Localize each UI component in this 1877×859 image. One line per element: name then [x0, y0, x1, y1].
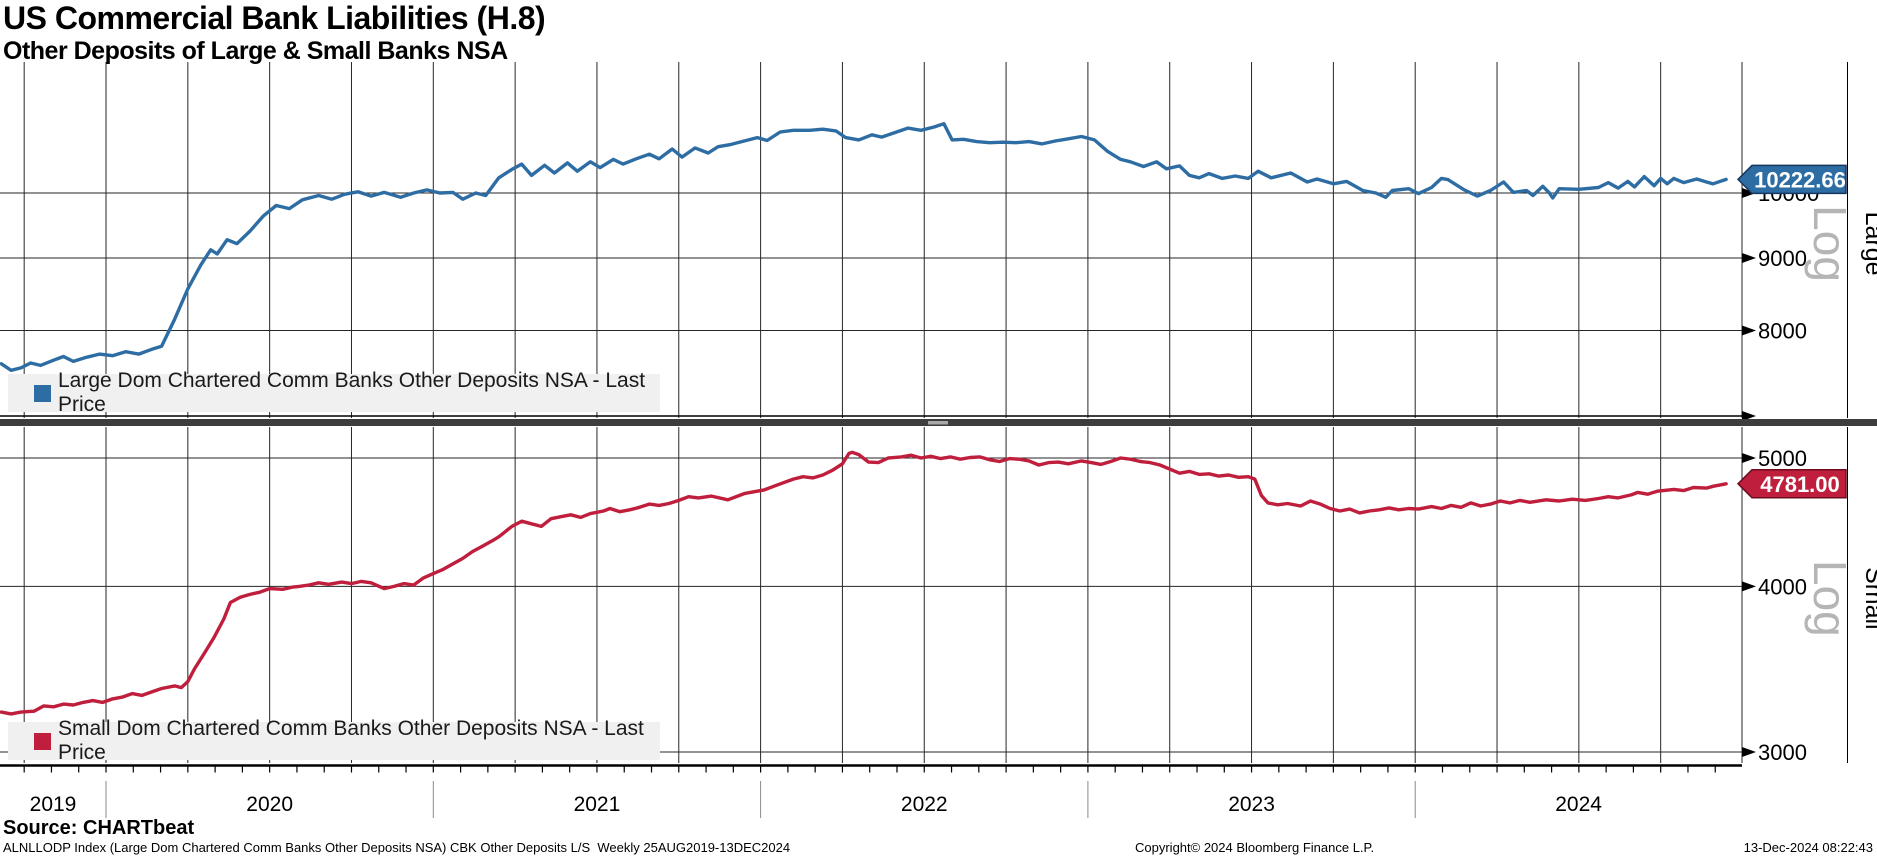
last-price-badge-large	[1736, 164, 1847, 195]
legend-color-swatch-large	[34, 384, 51, 402]
series-line-small	[0, 450, 1728, 716]
source-label: Source: CHARTbeat	[3, 817, 195, 839]
panel-side-label: Large	[1860, 212, 1877, 276]
x-year-label: 2020	[246, 793, 293, 816]
footer-row: ALNLLODP Index (Large Dom Chartered Comm…	[0, 840, 1877, 856]
y-tick-label: 5000	[1758, 446, 1807, 471]
y-tick-arrow-icon	[1742, 581, 1756, 592]
legend-color-swatch-small	[34, 732, 51, 750]
x-year-label: 2022	[901, 793, 948, 816]
legend-large[interactable]: Large Dom Chartered Comm Banks Other Dep…	[8, 369, 660, 416]
footer-timestamp: 13-Dec-2024 08:22:43	[1743, 840, 1873, 855]
log-scale-watermark: Log	[1804, 205, 1856, 282]
y-tick-label: 3000	[1758, 740, 1807, 765]
panel-large: 1000090008000LogLarge10222.66	[0, 62, 1877, 418]
x-year-label: 2023	[1228, 793, 1275, 816]
page-subtitle: Other Deposits of Large & Small Banks NS…	[3, 37, 508, 65]
footer-copyright: Copyright© 2024 Bloomberg Finance L.P.	[1135, 840, 1375, 855]
y-tick-label: 9000	[1758, 246, 1807, 271]
x-year-label: 2019	[30, 793, 77, 816]
y-tick-label: 8000	[1758, 319, 1807, 344]
series-line-large	[0, 121, 1728, 372]
y-tick-label: 4000	[1758, 574, 1807, 599]
last-price-badge-small	[1736, 469, 1847, 499]
legend-large-label: Large Dom Chartered Comm Banks Other Dep…	[58, 369, 646, 416]
y-tick-arrow-icon	[1742, 325, 1756, 336]
y-tick-arrow-icon	[1742, 746, 1756, 757]
last-price-value-large: 10222.66	[1754, 167, 1846, 192]
legend-small-label: Small Dom Chartered Comm Banks Other Dep…	[58, 717, 644, 764]
x-year-label: 2021	[574, 793, 621, 816]
legend-small[interactable]: Small Dom Chartered Comm Banks Other Dep…	[8, 717, 660, 764]
panel-divider-handle-icon[interactable]	[928, 421, 948, 425]
panel-small: 5000 4000 3000 Log Small 4781.00	[0, 427, 1877, 765]
last-price-value-small: 4781.00	[1760, 472, 1840, 497]
y-tick-arrow-icon	[1742, 188, 1756, 199]
footer-index-note: ALNLLODP Index (Large Dom Chartered Comm…	[3, 840, 791, 855]
panel-side-label: Small	[1860, 567, 1877, 630]
y-tick-arrow-icon	[1742, 453, 1756, 464]
x-axis-arrow-icon	[1742, 411, 1756, 421]
page-title: US Commercial Bank Liabilities (H.8)	[3, 0, 546, 36]
y-tick-arrow-icon	[1742, 252, 1756, 263]
x-year-label: 2024	[1555, 793, 1602, 816]
log-scale-watermark: Log	[1804, 560, 1856, 637]
